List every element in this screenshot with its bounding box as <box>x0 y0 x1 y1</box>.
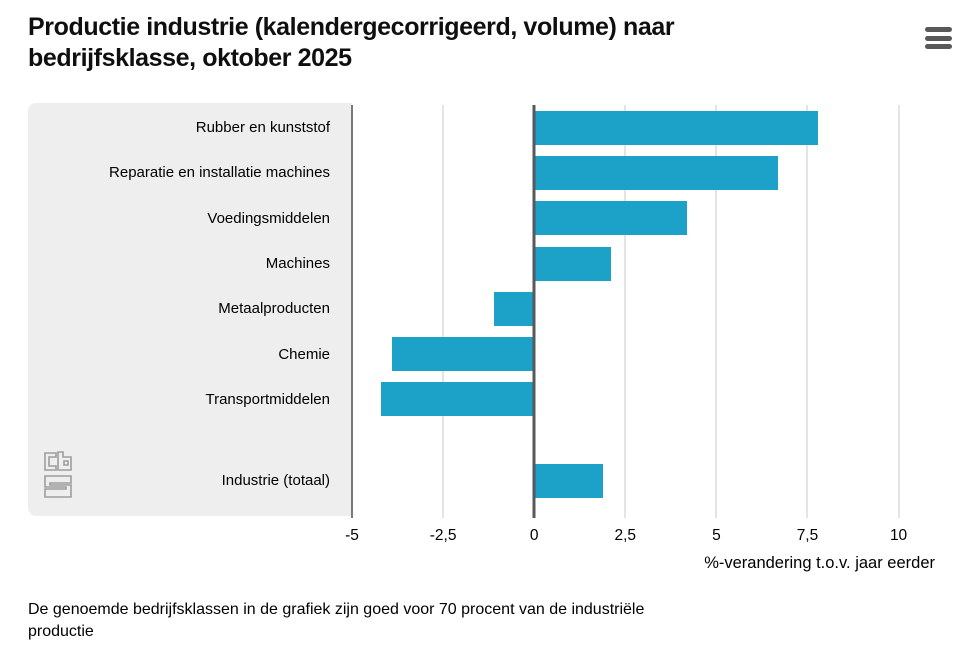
gridline <box>351 105 353 518</box>
category-label: Machines <box>265 255 330 273</box>
x-tick-label: -5 <box>345 527 359 544</box>
bar-7[interactable] <box>381 382 535 417</box>
menu-bar <box>925 44 952 49</box>
plot-area <box>351 105 935 518</box>
category-label: Voedingsmiddelen <box>207 209 330 227</box>
category-label: Reparatie en installatie machines <box>109 164 330 182</box>
category-label-panel <box>28 103 352 516</box>
hamburger-menu-icon[interactable] <box>925 27 952 49</box>
x-axis: -5 -2,5 0 2,5 5 7,5 10 <box>345 527 935 547</box>
bar-4[interactable] <box>534 246 611 281</box>
zero-baseline <box>532 105 536 518</box>
menu-bar <box>925 27 952 32</box>
gridline <box>715 105 717 518</box>
category-label: Metaalproducten <box>218 300 330 318</box>
x-tick-label: -2,5 <box>429 527 457 544</box>
x-tick-label: 7,5 <box>796 527 819 544</box>
category-label: Rubber en kunststof <box>195 119 330 137</box>
gridline <box>806 105 808 518</box>
menu-bar <box>925 35 952 41</box>
x-tick-label: 0 <box>529 527 539 544</box>
bar-6[interactable] <box>392 337 535 372</box>
x-axis-title: %-verandering t.o.v. jaar eerder <box>704 554 935 572</box>
cbs-logo-icon <box>44 451 72 498</box>
bar-8[interactable] <box>534 463 604 498</box>
category-label: Chemie <box>278 345 330 363</box>
category-label: Transportmiddelen <box>205 390 330 408</box>
x-tick-label: 5 <box>712 527 721 544</box>
x-tick-label: 10 <box>889 527 908 544</box>
gridline <box>898 105 900 518</box>
category-label: Industrie (totaal) <box>221 472 330 490</box>
gridline <box>624 105 626 518</box>
category-labels: Rubber en kunststof Reparatie en installa… <box>28 105 330 518</box>
bar-1[interactable] <box>534 110 819 145</box>
bar-3[interactable] <box>534 201 688 236</box>
footnote: De genoemde bedrijfsklassen in de grafie… <box>28 601 645 640</box>
page-title: Productie industrie (kalendergecorrigeer… <box>28 13 675 72</box>
bar-2[interactable] <box>534 155 779 190</box>
gridline <box>442 105 444 518</box>
bar-5[interactable] <box>494 291 535 326</box>
x-tick-label: 2,5 <box>614 527 637 544</box>
